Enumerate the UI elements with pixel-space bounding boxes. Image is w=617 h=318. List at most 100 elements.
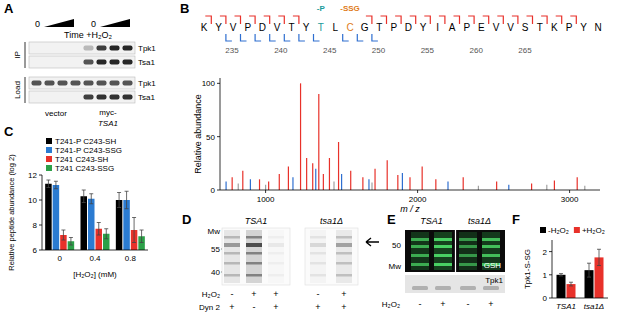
bar bbox=[557, 275, 566, 298]
residue: P bbox=[244, 22, 251, 33]
error-bar-line bbox=[134, 218, 135, 243]
error-bar-line bbox=[63, 230, 64, 240]
residue: T bbox=[318, 22, 324, 33]
error-bar bbox=[125, 191, 129, 209]
y-tick-label: 0 bbox=[211, 186, 216, 195]
error-bar bbox=[117, 193, 121, 208]
gel-band bbox=[482, 238, 500, 241]
lane-sign: + bbox=[440, 299, 445, 309]
y-tick-label: 8 bbox=[33, 221, 38, 230]
error-bar-cap bbox=[89, 193, 93, 194]
spectrum-peak bbox=[312, 163, 313, 190]
error-bar bbox=[89, 194, 93, 204]
legend-label: T241-P C243-SH bbox=[55, 137, 116, 146]
gel-lane bbox=[246, 230, 262, 283]
y-tick bbox=[217, 190, 220, 191]
gel-band bbox=[434, 263, 452, 266]
spectrum-peak bbox=[496, 181, 497, 190]
gel-band bbox=[411, 254, 429, 257]
blot-band bbox=[97, 81, 107, 86]
row-label: Tpk1 bbox=[138, 44, 156, 53]
gel-band bbox=[246, 262, 262, 265]
error-bar-cap bbox=[587, 263, 591, 264]
plot-marks bbox=[226, 83, 585, 190]
residue: K bbox=[551, 22, 558, 33]
fragment-bracket bbox=[264, 16, 270, 24]
bar bbox=[88, 199, 95, 250]
spectrum-peak bbox=[259, 179, 260, 190]
gel-band bbox=[246, 243, 262, 247]
spectrum-peak bbox=[279, 174, 280, 190]
fragment-bracket bbox=[424, 16, 430, 24]
fragment-bracket bbox=[226, 34, 232, 41]
error-bar bbox=[46, 180, 50, 188]
error-bar-cap bbox=[54, 181, 58, 182]
legend-swatch bbox=[46, 156, 52, 162]
error-bar-cap bbox=[569, 285, 573, 286]
error-bar-cap bbox=[559, 275, 563, 276]
spectrum-peak bbox=[288, 167, 289, 190]
fragment-bracket bbox=[410, 16, 416, 24]
blot-strip bbox=[405, 275, 505, 293]
spectrum-peak bbox=[315, 169, 316, 190]
panel-label: B bbox=[180, 1, 189, 16]
error-bar-cap bbox=[82, 202, 86, 203]
gel-band bbox=[411, 263, 429, 266]
error-bar-cap bbox=[46, 180, 50, 181]
gel-band bbox=[246, 252, 262, 255]
fragment-bracket bbox=[205, 16, 211, 24]
spectrum-peak bbox=[250, 179, 251, 190]
lane-sign: - bbox=[253, 302, 256, 312]
bar bbox=[116, 200, 123, 250]
residue: P bbox=[390, 22, 397, 33]
spectrum-peak bbox=[232, 177, 233, 190]
panel-label: E bbox=[387, 212, 396, 227]
error-bar-cap bbox=[597, 265, 601, 266]
gel-band bbox=[459, 245, 477, 248]
blot-strip bbox=[29, 42, 135, 54]
error-bar-cap bbox=[97, 222, 101, 223]
blot-band bbox=[123, 60, 133, 65]
spectrum-peak bbox=[292, 177, 293, 190]
y-tick-label: 10 bbox=[28, 196, 37, 205]
gel-band bbox=[224, 262, 240, 265]
y-tick bbox=[39, 225, 42, 226]
spectrum-peak bbox=[300, 83, 301, 190]
strain-label: TSA1 bbox=[245, 216, 268, 226]
blot-band bbox=[84, 95, 94, 100]
x-axis-label: m / z bbox=[400, 204, 420, 214]
gel-band bbox=[310, 252, 326, 255]
error-bar bbox=[559, 274, 563, 276]
error-bar-line bbox=[91, 194, 92, 204]
fluorescent-gel bbox=[405, 230, 505, 272]
gel-band bbox=[336, 262, 352, 265]
lane-sign: + bbox=[251, 289, 256, 299]
section-label: IP bbox=[13, 51, 22, 59]
gel-lane bbox=[268, 230, 284, 283]
gel-band bbox=[459, 263, 477, 266]
y-tick-label: 6 bbox=[33, 246, 38, 255]
gel-band bbox=[482, 254, 500, 257]
fragment-bracket bbox=[241, 34, 247, 41]
y-axis-line bbox=[42, 175, 43, 250]
gel-band bbox=[310, 243, 326, 247]
legend-label: T241 C243-SSG bbox=[55, 164, 114, 173]
y-tick bbox=[39, 200, 42, 201]
gel-band bbox=[336, 274, 352, 277]
fragment-bracket bbox=[270, 34, 276, 41]
residue: S bbox=[522, 22, 529, 33]
blot-band bbox=[84, 60, 94, 65]
x-tick-label: TSA1 bbox=[556, 302, 576, 311]
error-bar-line bbox=[119, 193, 120, 208]
gel-band bbox=[246, 274, 262, 277]
bar bbox=[81, 196, 88, 250]
panel-label: F bbox=[512, 212, 520, 227]
error-bar-cap bbox=[61, 240, 65, 241]
error-bar bbox=[82, 190, 86, 203]
row-label: Tsa1 bbox=[138, 58, 155, 67]
blot-band bbox=[110, 95, 120, 100]
x-axis-label: [H₂O₂] (mM) bbox=[73, 270, 117, 279]
error-bar bbox=[569, 282, 573, 286]
residue: V bbox=[274, 22, 281, 33]
fragment-bracket bbox=[293, 16, 299, 24]
